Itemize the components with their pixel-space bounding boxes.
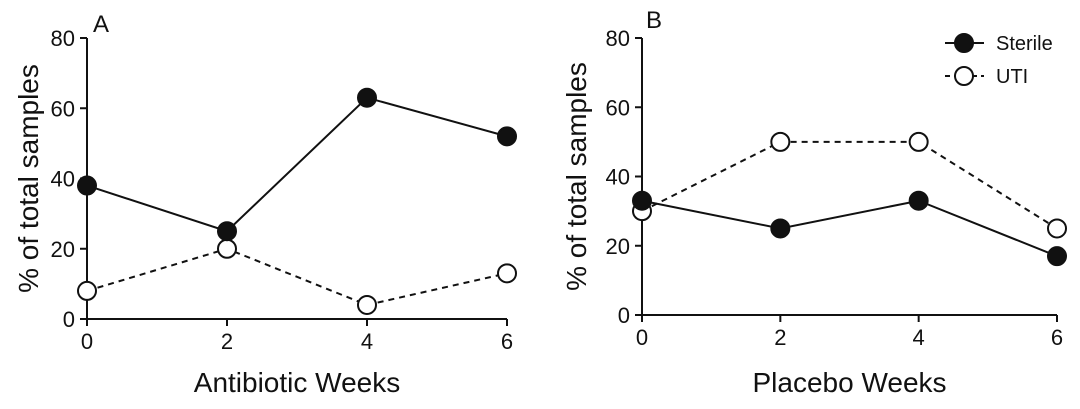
data-point-sterile (770, 218, 791, 239)
y-tick-label: 40 (606, 165, 630, 190)
data-point-sterile (217, 221, 237, 242)
legend-label-uti: UTI (996, 66, 1028, 88)
y-tick-label: 0 (618, 303, 630, 328)
y-axis-title: % of total samples (561, 62, 592, 291)
data-point-uti (497, 263, 517, 284)
series-line-uti (641, 140, 1058, 230)
series-line-sterile (86, 96, 508, 233)
x-axis-title: Placebo Weeks (752, 367, 946, 398)
data-point-sterile (1047, 246, 1067, 267)
series-line-sterile (641, 199, 1058, 258)
chart-panel-b: 0 20 40 60 80 0 2 4 6 Placebo Weeks % of total sam… (561, 7, 1067, 398)
x-tick-label: 4 (361, 329, 373, 354)
x-tick-label: 6 (501, 329, 513, 354)
x-tick-label: 4 (913, 325, 925, 350)
chart-panel-a: 0 20 40 60 80 0 2 4 6 Antibiotic Weeks % of total … (13, 11, 517, 398)
data-point-sterile (497, 126, 517, 147)
data-point-uti (1047, 218, 1067, 239)
data-point-sterile (908, 190, 929, 211)
x-tick-label: 2 (221, 329, 233, 354)
y-tick-label: 20 (51, 237, 75, 262)
y-tick-label: 60 (606, 95, 630, 120)
data-point-uti (770, 131, 791, 152)
legend-label-sterile: Sterile (996, 33, 1053, 55)
y-tick-label: 80 (51, 26, 75, 51)
data-point-sterile (77, 175, 97, 196)
data-point-uti (217, 238, 237, 259)
y-tick-label: 60 (51, 96, 75, 121)
series-line-uti (86, 247, 508, 306)
data-point-sterile (632, 190, 652, 211)
x-tick-label: 2 (774, 325, 786, 350)
y-tick-label: 0 (63, 307, 75, 332)
x-axis-title: Antibiotic Weeks (194, 367, 400, 398)
legend-marker-sterile (954, 33, 974, 53)
x-tick-label: 6 (1051, 325, 1063, 350)
legend: Sterile UTI (945, 33, 1053, 88)
y-tick-label: 40 (51, 167, 75, 192)
y-axis-title: % of total samples (13, 64, 44, 293)
panel-label: B (646, 7, 662, 34)
data-point-uti (357, 294, 377, 315)
y-tick-label: 20 (606, 234, 630, 259)
panel-label: A (93, 11, 109, 38)
data-point-sterile (357, 87, 377, 108)
data-point-uti (77, 280, 97, 301)
legend-marker-uti (954, 66, 974, 86)
data-point-uti (908, 131, 929, 152)
x-tick-label: 0 (81, 329, 93, 354)
x-tick-label: 0 (636, 325, 648, 350)
y-tick-label: 80 (606, 26, 630, 51)
